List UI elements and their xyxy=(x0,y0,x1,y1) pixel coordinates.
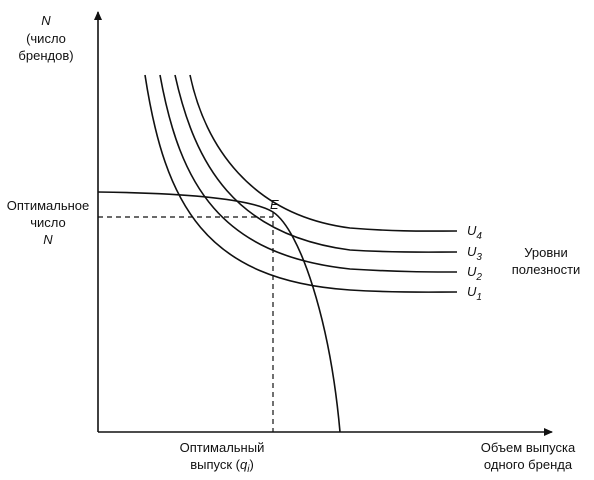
x-axis-label-line1: Объем выпуска xyxy=(481,440,576,455)
point-e-label: E xyxy=(270,197,279,212)
curve-label-u4: U4 xyxy=(467,223,482,242)
y-axis-label-line1: (число xyxy=(26,31,66,46)
optimal-number-line2: число xyxy=(30,215,66,230)
x-axis-label-line2: одного бренда xyxy=(484,457,573,472)
utility-levels-line2: полезности xyxy=(512,262,581,277)
utility-curve-u3 xyxy=(174,74,458,253)
utility-curve-u1 xyxy=(144,74,458,293)
y-axis-symbol: N xyxy=(41,13,51,28)
curve-label-u1: U1 xyxy=(467,284,482,303)
curve-label-u2: U2 xyxy=(467,264,482,283)
optimal-number-symbol: N xyxy=(43,232,53,247)
possibility-curve xyxy=(97,191,341,433)
utility-levels-line1: Уровни xyxy=(524,245,567,260)
y-axis-label-line2: брендов) xyxy=(18,48,73,63)
optimal-number-line1: Оптимальное xyxy=(7,198,90,213)
optimal-output-line2: выпуск (qi) xyxy=(190,457,254,475)
curve-label-u3: U3 xyxy=(467,244,482,263)
utility-curve-u4 xyxy=(189,74,458,232)
optimal-output-line1: Оптимальный xyxy=(180,440,265,455)
utility-curve-u2 xyxy=(159,74,458,273)
